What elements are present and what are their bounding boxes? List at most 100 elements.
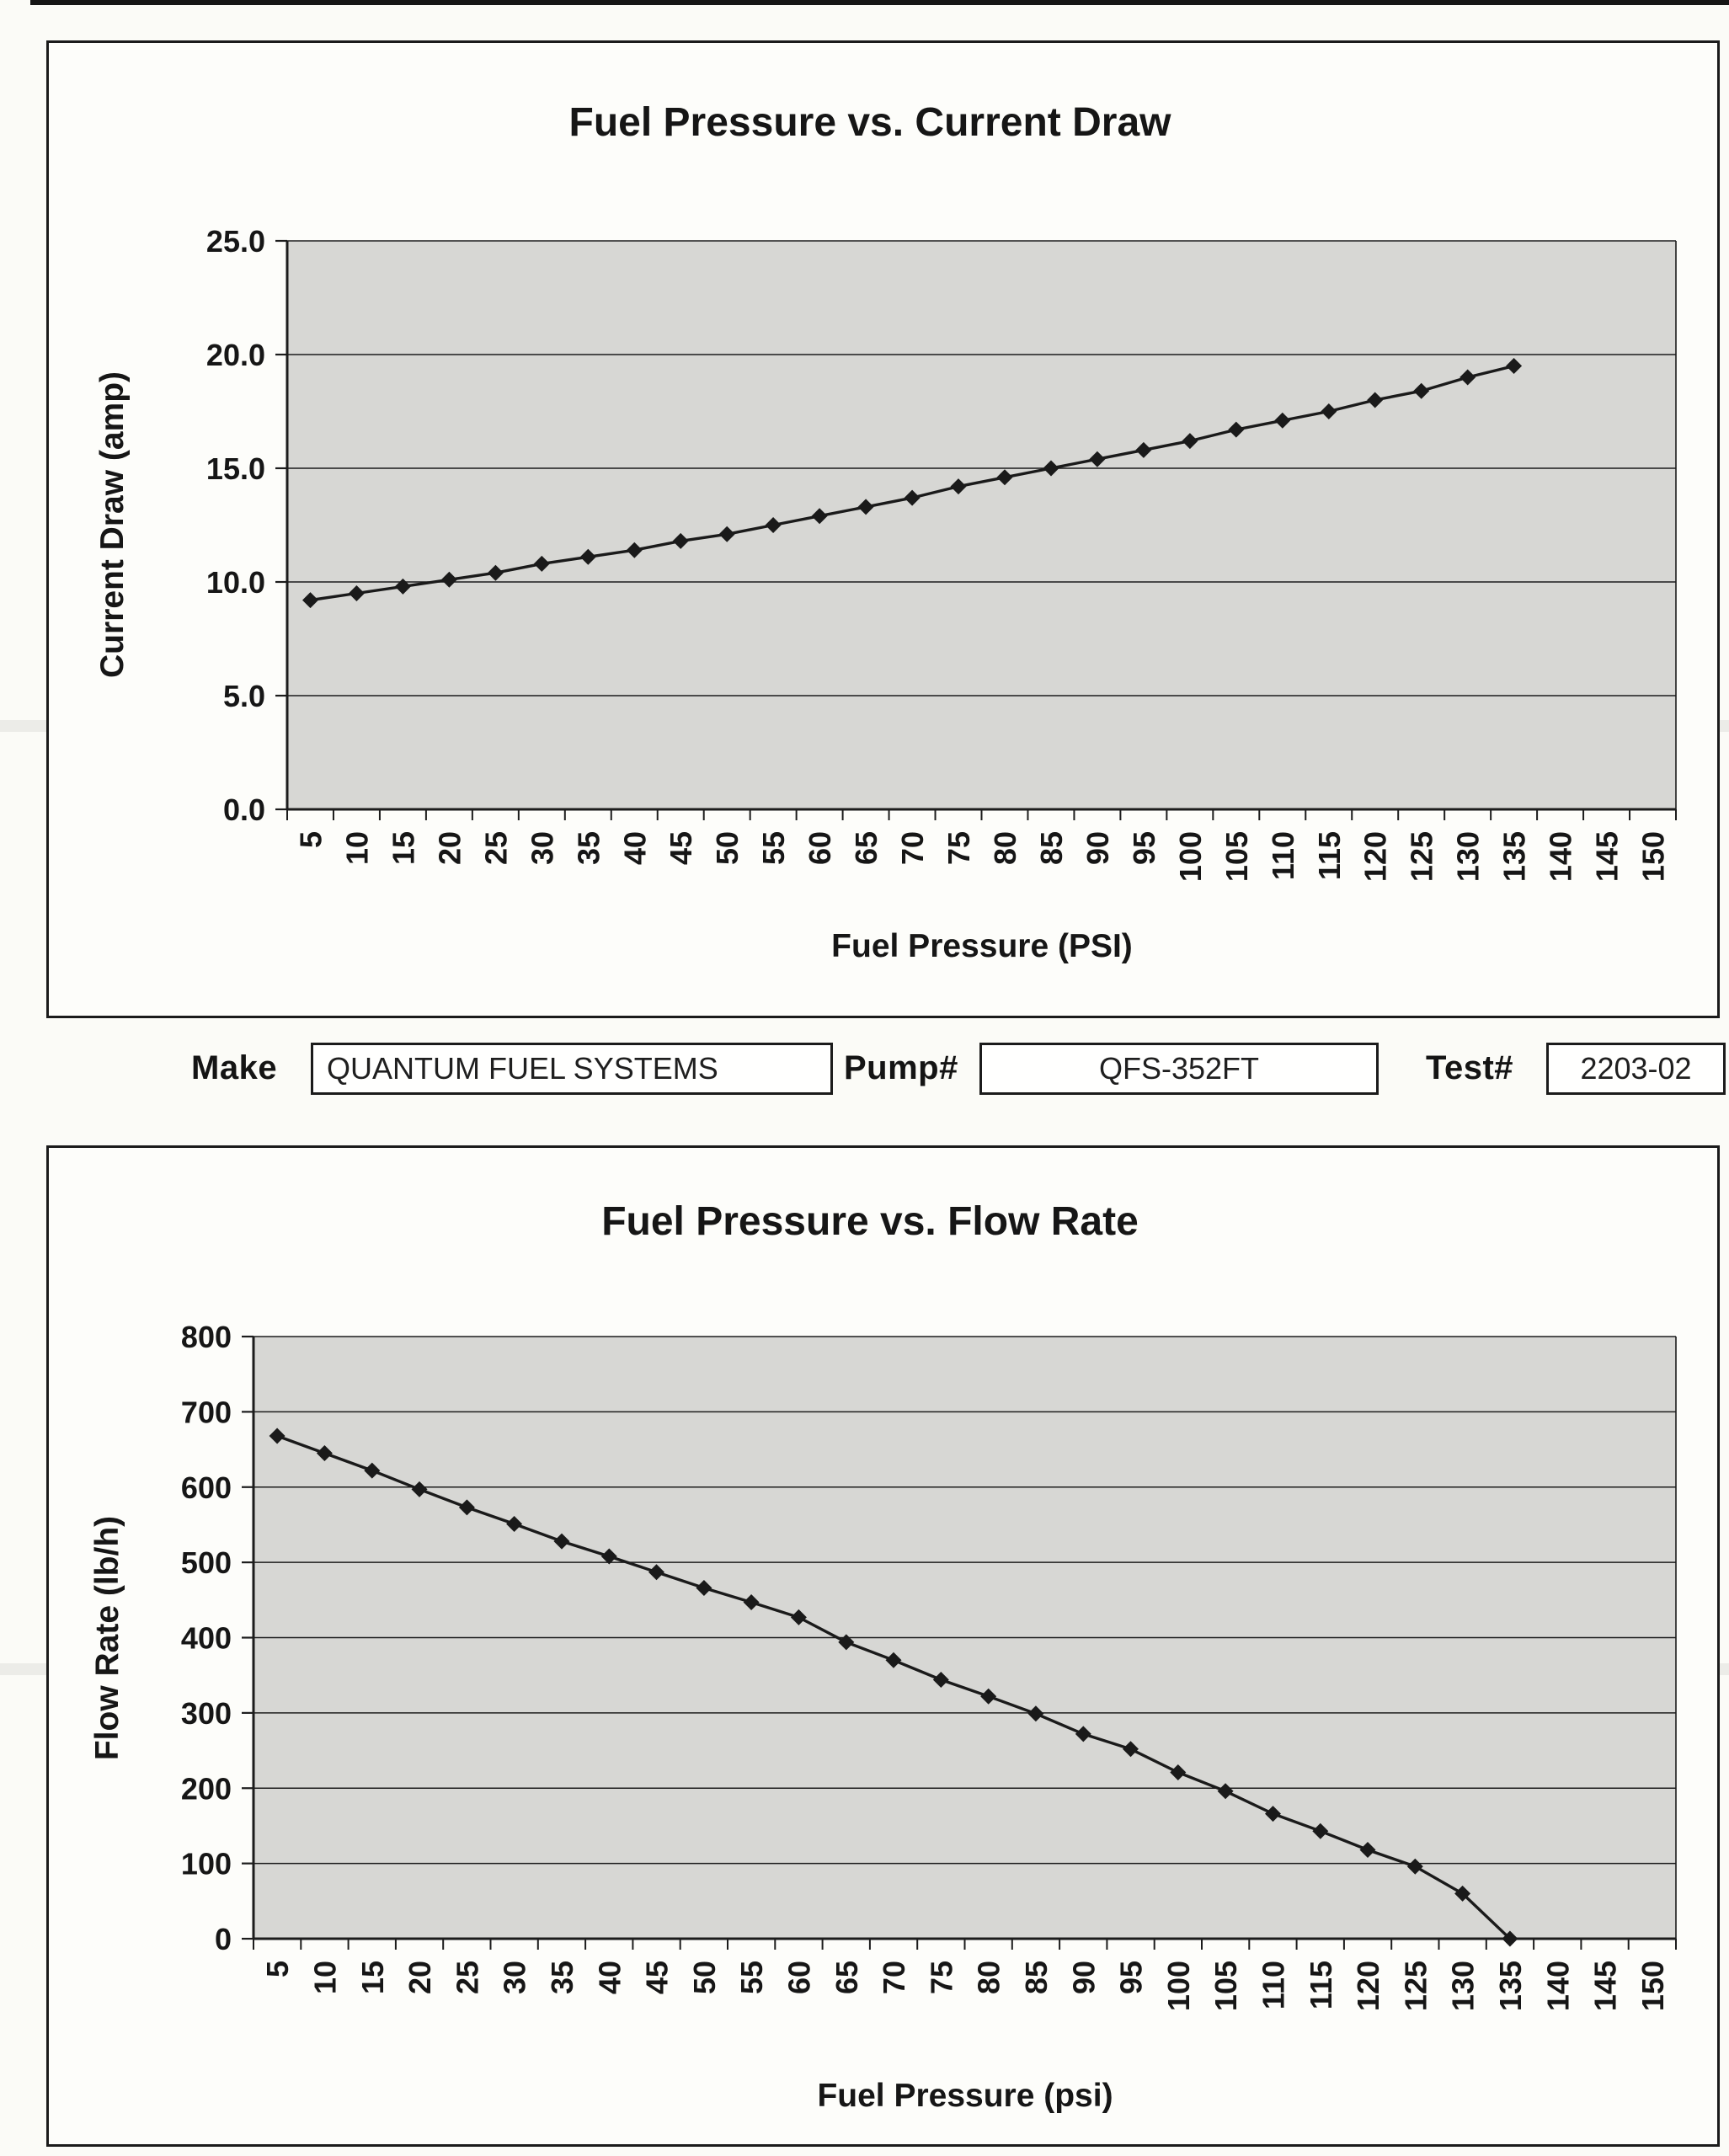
data-point-marker [904, 489, 921, 506]
test-number-value: 2203-02 [1580, 1051, 1692, 1086]
data-point-marker [1460, 369, 1476, 386]
make-value-box: QUANTUM FUEL SYSTEMS [311, 1043, 833, 1095]
x-tick-label: 10 [307, 1961, 342, 1994]
test-number-label: Test# [1426, 1049, 1514, 1086]
data-point-marker [506, 1516, 523, 1532]
data-point-marker [790, 1609, 807, 1625]
x-tick-label: 80 [972, 1961, 1006, 1994]
y-tick-label: 15.0 [206, 451, 265, 486]
data-point-marker [811, 508, 828, 525]
x-tick-label: 60 [803, 831, 837, 865]
x-tick-label: 35 [545, 1961, 579, 1994]
data-point-marker [553, 1533, 570, 1550]
data-point-marker [980, 1688, 997, 1705]
data-point-marker [648, 1564, 664, 1581]
data-point-marker [1502, 1930, 1518, 1947]
make-label: Make [191, 1049, 278, 1086]
data-point-marker [718, 526, 735, 542]
x-tick-label: 25 [450, 1961, 484, 1994]
x-tick-label: 40 [592, 1961, 627, 1994]
data-point-marker [1135, 441, 1152, 458]
x-tick-label: 30 [525, 831, 559, 865]
data-point-marker [1367, 392, 1384, 408]
y-tick-label: 400 [181, 1621, 232, 1656]
x-tick-label: 95 [1127, 831, 1161, 865]
y-tick-label: 5.0 [223, 679, 265, 713]
data-point-marker [348, 585, 365, 601]
y-tick-label: 0.0 [223, 792, 265, 827]
x-tick-label: 45 [664, 831, 698, 865]
x-tick-label: 5 [260, 1961, 295, 1977]
data-point-marker [458, 1499, 475, 1516]
scan-artifact-top-line [30, 0, 1729, 5]
x-tick-label: 90 [1081, 831, 1115, 865]
data-point-marker [1075, 1726, 1091, 1742]
plot-area [287, 241, 1676, 809]
x-tick-label: 130 [1446, 1961, 1481, 2011]
data-point-marker [1274, 412, 1291, 429]
data-point-marker [1359, 1842, 1376, 1858]
data-point-marker [1406, 1858, 1423, 1875]
x-tick-label: 85 [1034, 831, 1069, 865]
flow-rate-chart: 0 100 200 300 400 500 600 700 800 5 10 15 20 25 30 35 40… [89, 1199, 1677, 2114]
x-tick-label: 65 [849, 831, 883, 865]
data-point-marker [696, 1580, 712, 1596]
data-point-marker [302, 592, 318, 609]
x-tick-label: 110 [1257, 1961, 1291, 2009]
y-tick-label: 10.0 [206, 565, 265, 600]
x-tick-label: 50 [687, 1961, 722, 1994]
pump-number-label: Pump# [844, 1049, 958, 1086]
x-tick-label: 30 [498, 1961, 532, 1994]
data-point-marker [316, 1445, 333, 1461]
x-tick-label: 130 [1451, 831, 1486, 882]
x-tick-label: 105 [1219, 831, 1254, 882]
data-point-marker [1182, 433, 1198, 450]
data-point-marker [579, 548, 596, 565]
data-point-marker [1027, 1705, 1044, 1722]
data-point-marker [1123, 1741, 1139, 1758]
data-point-marker [1228, 421, 1245, 438]
y-tick-label: 100 [181, 1847, 232, 1881]
x-tick-label: 10 [339, 831, 374, 865]
data-point-marker [1043, 460, 1059, 477]
data-point-marker [932, 1672, 949, 1688]
data-point-marker [1265, 1806, 1281, 1822]
data-point-marker [1217, 1783, 1234, 1800]
x-tick-label: 115 [1304, 1961, 1338, 2009]
y-tick-label: 700 [181, 1395, 232, 1429]
x-tick-label: 80 [988, 831, 1022, 865]
data-point-marker [269, 1428, 285, 1444]
x-tick-label: 15 [386, 831, 420, 865]
data-point-marker [1506, 358, 1523, 374]
x-tick-label: 70 [895, 831, 930, 865]
x-tick-label: 20 [403, 1961, 437, 1994]
data-point-marker [1321, 403, 1337, 419]
data-point-marker [440, 571, 457, 588]
x-tick-label: 75 [924, 1961, 958, 1994]
x-tick-label: 50 [710, 831, 744, 865]
x-tick-label: 105 [1209, 1961, 1243, 2011]
x-tick-label: 35 [571, 831, 606, 865]
x-tick-label: 145 [1588, 1961, 1623, 2011]
current-draw-chart: 0.0 5.0 10.0 15.0 20.0 25.0 5 10 15 20 25 30 35 40 45 5… [94, 100, 1677, 964]
data-point-marker [885, 1652, 902, 1668]
x-tick-label: 25 [478, 831, 513, 865]
x-tick-label: 75 [942, 831, 976, 865]
data-point-marker [626, 542, 643, 558]
data-point-marker [1170, 1764, 1187, 1780]
data-point-marker [600, 1548, 617, 1565]
current-draw-chart-frame: 0.0 5.0 10.0 15.0 20.0 25.0 5 10 15 20 25 30 35 40 45 5… [46, 40, 1720, 1018]
x-tick-label: 140 [1540, 1961, 1575, 2011]
y-tick-label: 0 [215, 1922, 232, 1956]
x-tick-label: 125 [1405, 831, 1439, 882]
data-point-marker [1089, 451, 1106, 467]
x-tick-label: 140 [1544, 831, 1578, 882]
x-tick-label: 100 [1173, 831, 1208, 882]
data-point-marker [996, 469, 1013, 486]
x-tick-label: 120 [1351, 1961, 1385, 2011]
x-tick-label: 135 [1493, 1961, 1528, 2011]
data-point-marker [765, 517, 782, 533]
y-tick-label: 800 [181, 1320, 232, 1354]
x-tick-label: 125 [1398, 1961, 1433, 2011]
